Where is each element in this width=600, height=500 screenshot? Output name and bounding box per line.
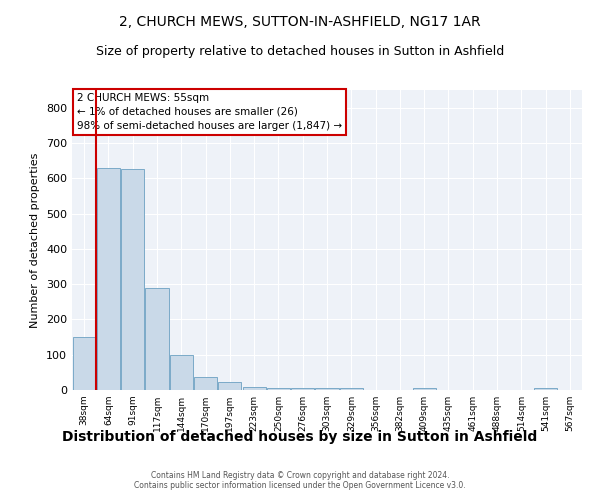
Bar (316, 388, 338, 390)
Bar (413, 388, 436, 390)
Text: Distribution of detached houses by size in Sutton in Ashfield: Distribution of detached houses by size … (62, 430, 538, 444)
Bar (194, 376, 217, 390)
Bar (340, 388, 363, 390)
Bar (291, 388, 314, 390)
Bar (97, 168, 120, 390)
Bar (73, 337, 95, 390)
Bar (121, 170, 144, 390)
Bar (242, 387, 266, 390)
Bar (170, 354, 193, 390)
Bar (145, 288, 169, 390)
Y-axis label: Number of detached properties: Number of detached properties (31, 152, 40, 328)
Text: Size of property relative to detached houses in Sutton in Ashfield: Size of property relative to detached ho… (96, 45, 504, 58)
Text: 2 CHURCH MEWS: 55sqm
← 1% of detached houses are smaller (26)
98% of semi-detach: 2 CHURCH MEWS: 55sqm ← 1% of detached ho… (77, 93, 342, 131)
Text: 2, CHURCH MEWS, SUTTON-IN-ASHFIELD, NG17 1AR: 2, CHURCH MEWS, SUTTON-IN-ASHFIELD, NG17… (119, 15, 481, 29)
Bar (534, 388, 557, 390)
Bar (218, 382, 241, 390)
Bar (267, 388, 290, 390)
Text: Contains HM Land Registry data © Crown copyright and database right 2024.
Contai: Contains HM Land Registry data © Crown c… (134, 470, 466, 490)
